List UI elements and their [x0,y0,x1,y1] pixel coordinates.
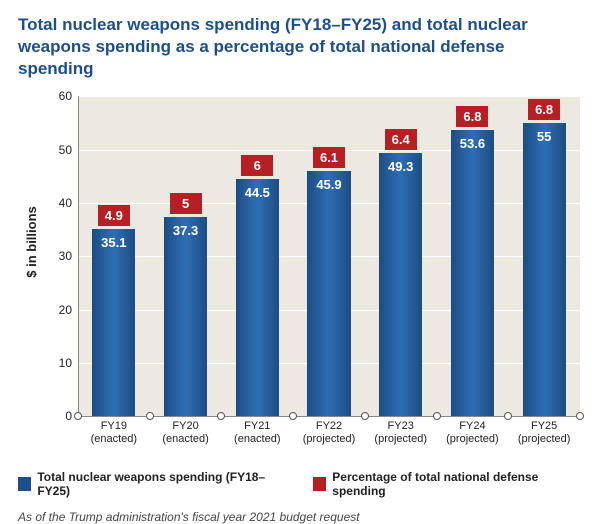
y-axis-line [78,96,79,416]
pct-badge: 6 [241,155,273,176]
chart-title: Total nuclear weapons spending (FY18–FY2… [18,14,582,80]
pct-badge: 5 [170,193,202,214]
x-tick-label: FY23(projected) [365,420,437,446]
x-tick-mark [74,412,82,420]
bar: 45.9 [307,171,350,416]
legend-label-pct: Percentage of total national defense spe… [332,470,582,498]
plot-background: 35.1 37.3 44.5 45.9 49.3 53.6 55 [78,96,580,416]
x-tick-label: FY24(projected) [437,420,509,446]
pct-badge: 6.8 [456,106,488,127]
legend-item-pct: Percentage of total national defense spe… [313,470,582,498]
legend: Total nuclear weapons spending (FY18–FY2… [18,470,582,498]
bar-value-label: 37.3 [164,223,207,238]
legend-swatch-pct [313,477,326,491]
y-tick-label: 40 [18,196,72,210]
legend-item-bars: Total nuclear weapons spending (FY18–FY2… [18,470,285,498]
x-tick-mark [146,412,154,420]
x-tick-label: FY22(projected) [293,420,365,446]
x-tick-mark [289,412,297,420]
x-tick-label: FY19(enacted) [78,420,150,446]
x-tick-mark [433,412,441,420]
y-tick-label: 30 [18,249,72,263]
bar-value-label: 45.9 [307,177,350,192]
legend-swatch-bars [18,477,31,491]
x-tick-mark [217,412,225,420]
pct-badge: 6.4 [385,129,417,150]
legend-label-bars: Total nuclear weapons spending (FY18–FY2… [37,470,285,498]
bar: 55 [523,123,566,416]
bar-value-label: 44.5 [236,185,279,200]
y-tick-label: 10 [18,356,72,370]
pct-badge: 6.8 [528,99,560,120]
x-tick-mark [361,412,369,420]
x-tick-mark [576,412,584,420]
grid-line [78,96,580,97]
x-tick-label: FY20(enacted) [150,420,222,446]
bar: 37.3 [164,217,207,416]
y-tick-label: 0 [18,409,72,423]
pct-badge: 6.1 [313,147,345,168]
pct-badge: 4.9 [98,205,130,226]
y-tick-label: 20 [18,303,72,317]
bar-value-label: 35.1 [92,235,135,250]
y-axis-label: $ in billions [24,207,39,279]
footnote: As of the Trump administration's fiscal … [18,510,582,524]
x-tick-label: FY25(projected) [508,420,580,446]
y-tick-label: 50 [18,143,72,157]
chart-area: 35.1 37.3 44.5 45.9 49.3 53.6 55 $ in billions… [18,92,582,462]
bar-value-label: 49.3 [379,159,422,174]
y-tick-label: 60 [18,89,72,103]
x-tick-label: FY21(enacted) [221,420,293,446]
bar: 35.1 [92,229,135,416]
bar: 49.3 [379,153,422,416]
bar-value-label: 53.6 [451,136,494,151]
x-tick-mark [504,412,512,420]
bar: 44.5 [236,179,279,416]
bar-value-label: 55 [523,129,566,144]
bar: 53.6 [451,130,494,416]
